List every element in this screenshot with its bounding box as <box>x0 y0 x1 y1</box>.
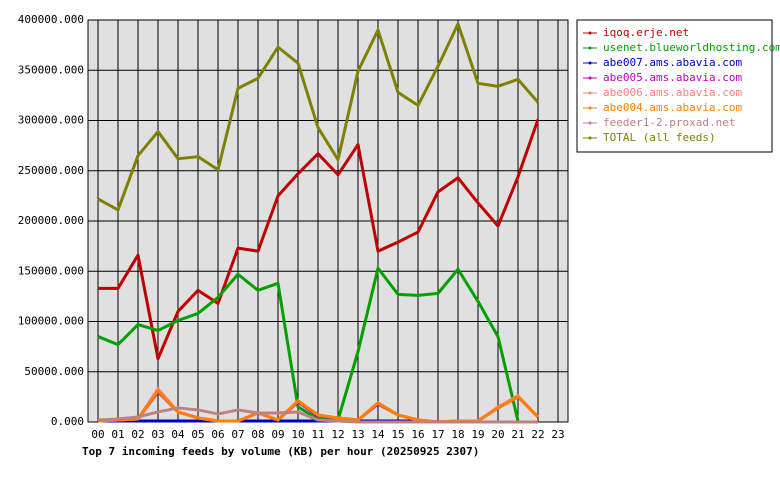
x-tick-label: 19 <box>471 428 484 441</box>
y-tick-label: 50000.000 <box>24 365 84 378</box>
legend-dot <box>588 91 592 95</box>
x-tick-label: 18 <box>451 428 464 441</box>
legend-dot <box>588 46 592 50</box>
legend-dot <box>588 121 592 125</box>
x-tick-label: 17 <box>431 428 444 441</box>
y-tick-label: 150000.000 <box>18 264 84 277</box>
legend-label: TOTAL (all feeds) <box>603 131 716 144</box>
x-tick-label: 22 <box>531 428 544 441</box>
x-tick-label: 03 <box>151 428 164 441</box>
x-tick-label: 15 <box>391 428 404 441</box>
x-tick-label: 02 <box>131 428 144 441</box>
series-line <box>98 119 540 361</box>
chart-title: Top 7 incoming feeds by volume (KB) per … <box>82 445 479 458</box>
x-tick-label: 13 <box>351 428 364 441</box>
y-tick-label: 300000.000 <box>18 114 84 127</box>
x-tick-label: 04 <box>171 428 185 441</box>
legend-label: iqoq.erje.net <box>603 26 689 39</box>
legend-label: abe006.ams.abavia.com <box>603 86 742 99</box>
x-tick-label: 14 <box>371 428 385 441</box>
legend-dot <box>588 136 592 140</box>
legend-label: usenet.blueworldhosting.com <box>603 41 780 54</box>
y-tick-label: 100000.000 <box>18 315 84 328</box>
legend-box <box>576 19 773 153</box>
x-tick-label: 20 <box>491 428 504 441</box>
series-line <box>97 406 538 424</box>
series-line <box>97 266 520 422</box>
x-tick-label: 05 <box>191 428 204 441</box>
x-tick-label: 21 <box>511 428 524 441</box>
legend-label: abe005.ams.abavia.com <box>603 71 742 84</box>
x-tick-label: 06 <box>211 428 224 441</box>
legend-dot <box>588 31 592 35</box>
legend-label: abe007.ams.abavia.com <box>603 56 742 69</box>
x-tick-label: 12 <box>331 428 344 441</box>
legend-dot <box>588 106 592 110</box>
x-tick-label: 23 <box>551 428 564 441</box>
y-tick-label: 250000.000 <box>18 164 84 177</box>
x-tick-label: 10 <box>291 428 304 441</box>
legend-dot <box>588 76 592 80</box>
series-line <box>97 22 540 212</box>
legend-dot <box>588 61 592 65</box>
x-tick-label: 08 <box>251 428 264 441</box>
x-tick-label: 16 <box>411 428 424 441</box>
x-tick-label: 01 <box>111 428 124 441</box>
y-tick-label: 200000.000 <box>18 214 84 227</box>
x-tick-label: 11 <box>311 428 324 441</box>
y-tick-label: 350000.000 <box>18 63 84 76</box>
y-tick-label: 400000.000 <box>18 13 84 26</box>
x-tick-label: 00 <box>91 428 104 441</box>
x-tick-label: 07 <box>231 428 244 441</box>
legend-label: abe004.ams.abavia.com <box>603 101 742 114</box>
legend-label: feeder1-2.proxad.net <box>603 116 735 129</box>
x-tick-label: 09 <box>271 428 284 441</box>
y-tick-label: 0.000 <box>51 415 84 428</box>
